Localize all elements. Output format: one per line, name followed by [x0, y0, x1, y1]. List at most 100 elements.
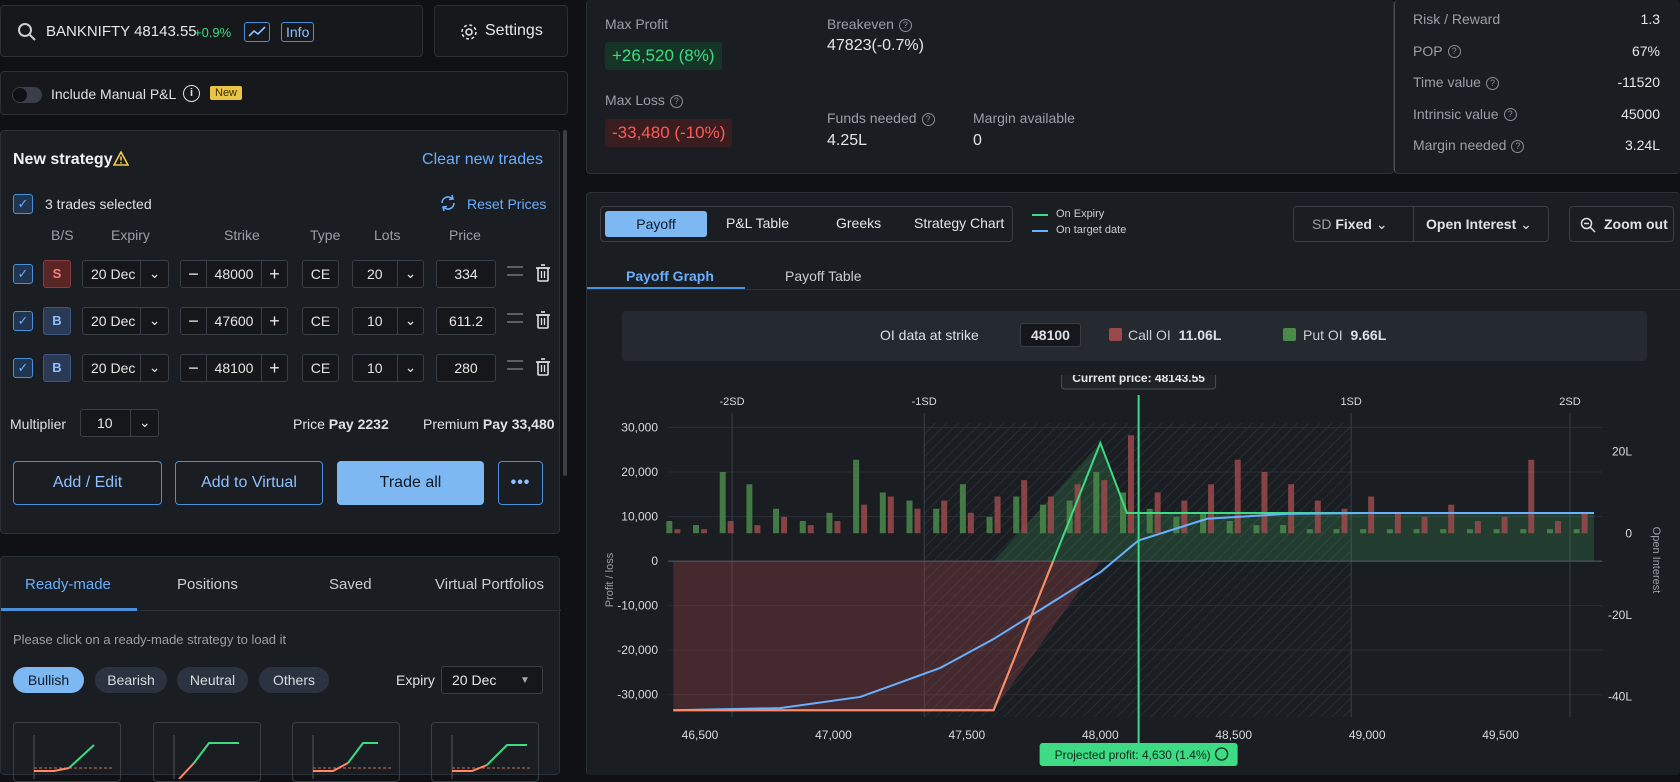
tab-payoff-graph[interactable]: Payoff Graph — [626, 268, 714, 284]
call-oi-bar — [1528, 459, 1535, 534]
price-input[interactable]: 280 — [436, 354, 496, 382]
y2-tick-label: -40L — [1608, 690, 1632, 704]
expiry-select[interactable]: 20 Dec ⌄ — [82, 260, 169, 288]
drag-handle-icon[interactable] — [507, 266, 523, 276]
breakeven-value: 47823(-0.7%) — [827, 37, 924, 54]
help-icon — [1214, 747, 1229, 761]
add-edit-button[interactable]: Add / Edit — [13, 461, 162, 505]
filter-bearish[interactable]: Bearish — [95, 667, 167, 693]
filter-bullish[interactable]: Bullish — [13, 667, 84, 693]
help-icon: ? — [1485, 76, 1499, 90]
premium-label: Premium Pay 33,480 — [423, 416, 555, 432]
stat-value: 67% — [1631, 42, 1660, 59]
call-oi-bar — [1368, 496, 1375, 534]
payoff-chart[interactable]: 30,000 20,000 10,000 0 -10,000 -20,000 -30,000… — [587, 375, 1680, 775]
manual-pl-toggle[interactable] — [12, 87, 42, 103]
trash-icon[interactable] — [535, 358, 551, 379]
drag-handle-icon[interactable] — [507, 313, 523, 323]
put-oi-bar — [959, 484, 966, 534]
tab-payoff-table[interactable]: Payoff Table — [785, 268, 862, 284]
tab-strategy-chart[interactable]: Strategy Chart — [914, 215, 1005, 231]
side-badge-buy[interactable]: B — [43, 354, 71, 382]
strategy-thumb[interactable] — [153, 722, 261, 782]
trend-chart-icon[interactable] — [244, 22, 270, 42]
type-select[interactable]: CE — [302, 354, 339, 382]
clear-new-trades-link[interactable]: Clear new trades — [422, 151, 543, 168]
tab-pl-table[interactable]: P&L Table — [726, 215, 790, 231]
expiry-select[interactable]: 20 Dec ⌄ — [82, 307, 169, 335]
row-checkbox[interactable]: ✓ — [13, 264, 33, 284]
tab-greeks[interactable]: Greeks — [836, 215, 882, 231]
zoom-out-button[interactable]: Zoom out — [1569, 206, 1674, 242]
price-input[interactable]: 611.2 — [436, 307, 496, 335]
strategy-thumb[interactable] — [431, 722, 539, 782]
trash-icon[interactable] — [535, 311, 551, 332]
open-interest-select[interactable]: Open Interest ⌄ — [1413, 206, 1549, 242]
reset-prices-link[interactable]: Reset Prices — [467, 196, 547, 212]
readymade-expiry-select[interactable]: 20 Dec ▼ — [441, 666, 543, 694]
row-checkbox[interactable]: ✓ — [13, 311, 33, 331]
oi-strike-input[interactable]: 48100 — [1020, 323, 1081, 347]
tab-saved[interactable]: Saved — [329, 576, 372, 593]
strike-stepper[interactable]: −48100 + — [180, 354, 288, 382]
funds-value: 4.25L — [827, 132, 868, 149]
call-oi-bar — [967, 512, 974, 534]
put-oi-bar — [933, 508, 940, 534]
help-icon: ? — [1511, 139, 1525, 153]
legend-expiry: On Expiry — [1056, 208, 1105, 220]
strategy-thumb[interactable] — [292, 722, 400, 782]
trash-icon[interactable] — [535, 264, 551, 285]
tab-payoff[interactable]: Payoff — [605, 211, 707, 237]
info-button[interactable]: Info — [281, 22, 315, 42]
multiplier-select[interactable]: 10 ⌄ — [80, 409, 159, 437]
chevron-down-icon: ⌄ — [397, 261, 423, 287]
expiry-select[interactable]: 20 Dec ⌄ — [82, 354, 169, 382]
help-icon: ? — [898, 18, 912, 32]
settings-button[interactable]: Settings — [434, 5, 568, 57]
add-to-virtual-button[interactable]: Add to Virtual — [175, 461, 323, 505]
type-select[interactable]: CE — [302, 307, 339, 335]
type-select[interactable]: CE — [302, 260, 339, 288]
call-oi-bar — [1127, 435, 1134, 534]
lots-select[interactable]: 10 ⌄ — [352, 307, 424, 335]
lots-select[interactable]: 10 ⌄ — [352, 354, 424, 382]
row-checkbox[interactable]: ✓ — [13, 358, 33, 378]
put-oi-bar — [719, 472, 726, 534]
tab-positions[interactable]: Positions — [177, 576, 238, 593]
chevron-down-icon: ⌄ — [397, 308, 423, 334]
filter-others[interactable]: Others — [259, 667, 329, 693]
strike-stepper[interactable]: −48000 + — [180, 260, 288, 288]
drag-handle-icon[interactable] — [507, 360, 523, 370]
tab-ready-made[interactable]: Ready-made — [25, 576, 111, 593]
readymade-hint: Please click on a ready-made strategy to… — [13, 632, 287, 647]
expiry-label: Expiry — [396, 672, 435, 688]
lots-select[interactable]: 20 ⌄ — [352, 260, 424, 288]
side-badge-buy[interactable]: B — [43, 307, 71, 335]
trade-all-button[interactable]: Trade all — [337, 461, 484, 505]
put-oi-swatch — [1283, 328, 1296, 341]
strike-stepper[interactable]: −47600 + — [180, 307, 288, 335]
select-all-checkbox[interactable]: ✓ — [13, 194, 33, 214]
refresh-icon[interactable] — [438, 194, 458, 215]
more-options-button[interactable]: ••• — [498, 461, 543, 505]
strategy-thumb[interactable] — [13, 722, 121, 782]
side-badge-sell[interactable]: S — [43, 260, 71, 288]
put-oi-bar — [1306, 529, 1313, 534]
price-input[interactable]: 334 — [436, 260, 496, 288]
tab-virtual-portfolios[interactable]: Virtual Portfolios — [435, 576, 544, 593]
symbol-change: +0.9% — [194, 25, 232, 40]
sd-select[interactable]: SD Fixed ⌄ — [1293, 206, 1414, 242]
search-box[interactable]: BANKNIFTY 48143.55 +0.9% Info — [0, 5, 423, 57]
projected-profit-badge — [1039, 743, 1238, 766]
put-oi-bar — [986, 516, 993, 534]
lower-tabs — [1, 557, 561, 611]
call-oi-bar — [674, 529, 681, 534]
oi-strike-label: OI data at strike — [880, 327, 979, 343]
price-label: Price Pay 2232 — [293, 416, 389, 432]
info-icon[interactable]: i — [183, 85, 200, 102]
filter-neutral[interactable]: Neutral — [177, 667, 248, 693]
y-tick-label: -20,000 — [617, 643, 658, 657]
help-icon: ? — [1503, 108, 1517, 122]
help-icon: ? — [669, 94, 683, 108]
left-scrollbar[interactable] — [563, 130, 567, 476]
